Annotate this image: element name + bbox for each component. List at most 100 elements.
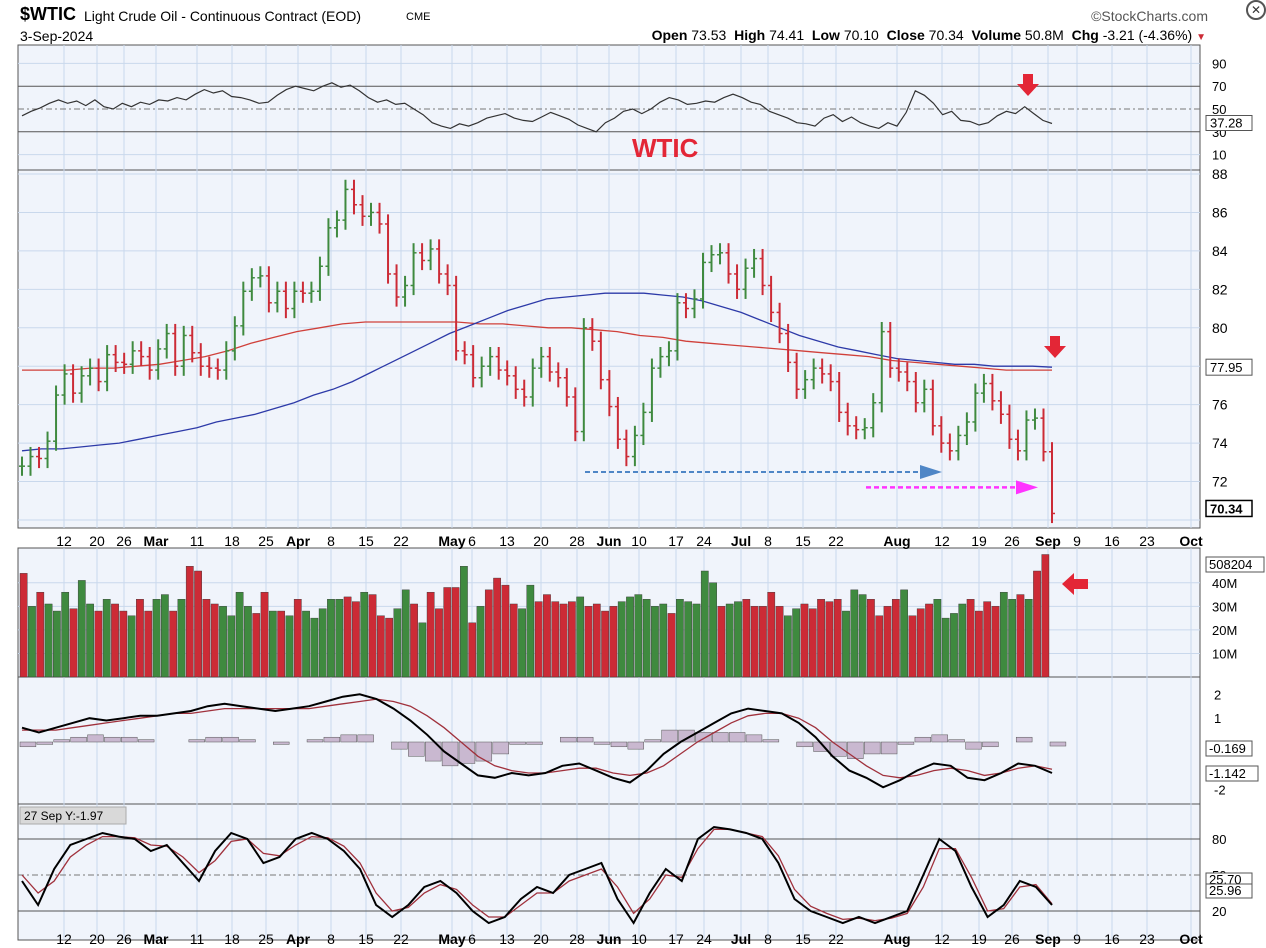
open-label: Open: [651, 27, 688, 43]
rsi-axis-label: 70: [1212, 79, 1226, 94]
volume-bar: [418, 622, 427, 678]
volume-bar: [252, 613, 261, 678]
volume-bar: [900, 589, 908, 678]
volume-bar: [53, 610, 61, 678]
x-tick-label: 9: [1073, 533, 1081, 549]
volume-bar: [410, 603, 418, 678]
volume-bar: [136, 599, 144, 678]
macd-histogram-bar: [188, 739, 205, 743]
panel-sto: [17, 803, 1201, 941]
macd-histogram-bar: [931, 734, 948, 743]
volume-bar: [825, 601, 834, 678]
macd-histogram-bar: [391, 741, 408, 750]
volume-bar: [908, 615, 917, 678]
description-label: Light Crude Oil - Continuous Contract (E…: [84, 8, 361, 24]
volume-bar: [127, 615, 136, 678]
volume-bar: [169, 610, 178, 678]
rsi-line: [21, 82, 1053, 133]
macd-histogram-bar: [745, 734, 763, 743]
x-tick-label-bottom: 17: [668, 931, 684, 947]
volume-bar: [634, 594, 643, 678]
macd-histogram-bar: [526, 741, 543, 745]
volume-bar: [111, 603, 119, 678]
price-axis-label: 78: [1212, 358, 1228, 374]
macd-signal-box: [1205, 765, 1259, 782]
close-label: Close: [886, 27, 925, 43]
volume-bar: [568, 601, 576, 678]
panel-macd: [17, 676, 1201, 805]
x-tick-label: 20: [533, 533, 549, 549]
panel-rsi: [17, 44, 1201, 171]
sto-axis-label: 20: [1212, 904, 1226, 919]
macd-histogram-bar: [458, 741, 476, 764]
x-tick-label-bottom: 16: [1104, 931, 1120, 947]
volume-bar: [1008, 599, 1016, 678]
price-down-arrow-icon: [1044, 336, 1066, 358]
x-tick-label-bottom: Apr: [286, 931, 311, 947]
volume-bar: [883, 606, 892, 678]
volume-bar: [144, 610, 153, 678]
macd-histogram-bar: [712, 732, 729, 743]
volume-bar: [958, 603, 967, 678]
x-tick-label-bottom: 24: [696, 931, 712, 947]
volume-bar: [800, 603, 809, 678]
macd-histogram-bar: [475, 741, 493, 762]
volume-bar: [991, 606, 1000, 678]
price-axis-label: 84: [1212, 243, 1228, 259]
date-label: 3-Sep-2024: [20, 28, 94, 44]
x-tick-label-bottom: 15: [358, 931, 374, 947]
x-tick-label: 15: [795, 533, 811, 549]
volume-axis-label: 30M: [1212, 599, 1237, 614]
macd-histogram-bar: [610, 741, 628, 748]
ma200-line: [22, 321, 1052, 371]
volume-bar: [692, 603, 701, 678]
macd-histogram-bar: [830, 741, 847, 757]
volume-value-label: 508204: [1209, 557, 1252, 572]
close-value: 70.34: [928, 27, 964, 43]
close-icon[interactable]: ✕: [1246, 0, 1266, 20]
x-tick-label: 8: [327, 533, 335, 549]
x-tick-label: 18: [224, 533, 240, 549]
volume-bar: [194, 570, 202, 678]
macd-axis-label: 2: [1214, 687, 1221, 702]
volume-bar: [185, 566, 194, 678]
volume-bar: [875, 615, 884, 678]
volume-bar: [352, 601, 360, 678]
price-axis-label: 82: [1212, 281, 1228, 297]
x-tick-label-bottom: Oct: [1179, 931, 1203, 947]
macd-histogram-bar: [137, 739, 155, 743]
brand-label: ©StockCharts.com: [1091, 8, 1208, 24]
volume-bar: [468, 622, 477, 678]
x-tick-label-bottom: 22: [393, 931, 409, 947]
volume-bar: [77, 580, 86, 678]
macd-histogram-bar: [593, 741, 611, 745]
volume-bar: [543, 594, 551, 678]
volume-bar: [44, 603, 53, 678]
volume-bar: [1016, 594, 1025, 678]
volume-bar: [119, 610, 128, 678]
volume-bar: [808, 608, 817, 678]
macd-histogram-bar: [762, 739, 780, 743]
volume-bar: [343, 596, 352, 678]
macd-histogram-bar: [357, 734, 374, 743]
low-label: Low: [811, 27, 840, 43]
symbol-label: $WTIC: [20, 4, 76, 24]
x-tick-label-bottom: 15: [795, 931, 811, 947]
down-triangle-icon: ▼: [1196, 32, 1206, 43]
tooltip-box: [19, 806, 127, 825]
volume-bar: [975, 610, 983, 678]
panel-price: [17, 169, 1201, 529]
volume-bar: [559, 603, 568, 678]
x-tick-label-bottom: 18: [224, 931, 240, 947]
volume-bar: [709, 582, 717, 678]
macd-hist-label: -0.169: [1209, 741, 1246, 756]
macd-histogram-bar: [340, 734, 357, 743]
x-tick-label-bottom: 6: [468, 931, 476, 947]
volume-bar: [202, 599, 211, 678]
sto-k-box: [1205, 872, 1253, 888]
macd-histogram-bar: [408, 741, 425, 757]
volume-bar: [792, 608, 801, 678]
volume-bar: [734, 601, 742, 678]
volume-bar: [244, 606, 252, 678]
